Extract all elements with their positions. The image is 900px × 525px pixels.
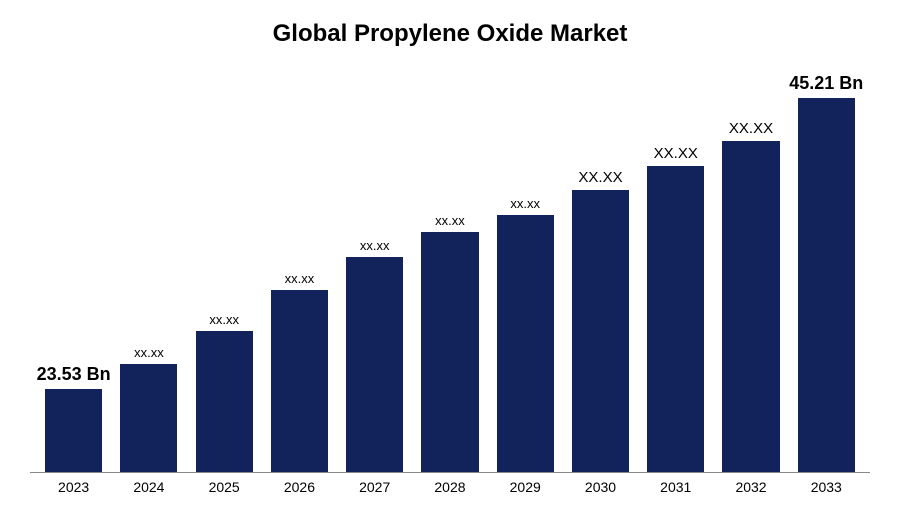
x-tick-label: 2027 <box>337 479 412 495</box>
bar-value-label: xx.xx <box>209 312 239 327</box>
bar-value-label: xx.xx <box>360 238 390 253</box>
bar-value-label: 45.21 Bn <box>789 73 863 94</box>
x-tick-label: 2023 <box>36 479 111 495</box>
bar <box>647 166 704 472</box>
bar-value-label: 23.53 Bn <box>37 364 111 385</box>
x-axis: 2023202420252026202720282029203020312032… <box>30 473 870 495</box>
bar-value-label: xx.xx <box>435 213 465 228</box>
bar <box>45 389 102 472</box>
bar <box>497 215 554 472</box>
bar <box>346 257 403 472</box>
x-tick-label: 2024 <box>111 479 186 495</box>
bar <box>572 190 629 472</box>
bar-slot: 23.53 Bn <box>36 58 111 472</box>
bar-value-label: XX.XX <box>578 169 622 186</box>
bar <box>196 331 253 472</box>
x-tick-label: 2028 <box>412 479 487 495</box>
bar-slot: XX.XX <box>638 58 713 472</box>
bar-slot: xx.xx <box>488 58 563 472</box>
bar-value-label: xx.xx <box>134 345 164 360</box>
bar <box>271 290 328 472</box>
bar-slot: XX.XX <box>563 58 638 472</box>
chart-title: Global Propylene Oxide Market <box>30 20 870 48</box>
bar-slot: xx.xx <box>412 58 487 472</box>
bar <box>421 232 478 472</box>
x-tick-label: 2032 <box>713 479 788 495</box>
bar-slot: xx.xx <box>262 58 337 472</box>
bar-slot: xx.xx <box>111 58 186 472</box>
x-tick-label: 2030 <box>563 479 638 495</box>
bar-value-label: xx.xx <box>510 196 540 211</box>
bar <box>120 364 177 472</box>
x-tick-label: 2025 <box>187 479 262 495</box>
chart-plot-area: 23.53 Bn xx.xx xx.xx xx.xx xx.xx xx.xx xx.xx XX… <box>30 58 870 473</box>
bar-value-label: XX.XX <box>654 145 698 162</box>
chart-container: Global Propylene Oxide Market 23.53 Bn xx… <box>0 0 900 525</box>
bar-slot: xx.xx <box>187 58 262 472</box>
bar-slot: 45.21 Bn <box>789 58 864 472</box>
bar-slot: XX.XX <box>713 58 788 472</box>
bar-value-label: xx.xx <box>285 271 315 286</box>
bar-value-label: XX.XX <box>729 120 773 137</box>
x-tick-label: 2031 <box>638 479 713 495</box>
x-tick-label: 2029 <box>488 479 563 495</box>
bar <box>722 141 779 472</box>
x-tick-label: 2026 <box>262 479 337 495</box>
x-tick-label: 2033 <box>789 479 864 495</box>
bar-slot: xx.xx <box>337 58 412 472</box>
bar <box>798 98 855 472</box>
